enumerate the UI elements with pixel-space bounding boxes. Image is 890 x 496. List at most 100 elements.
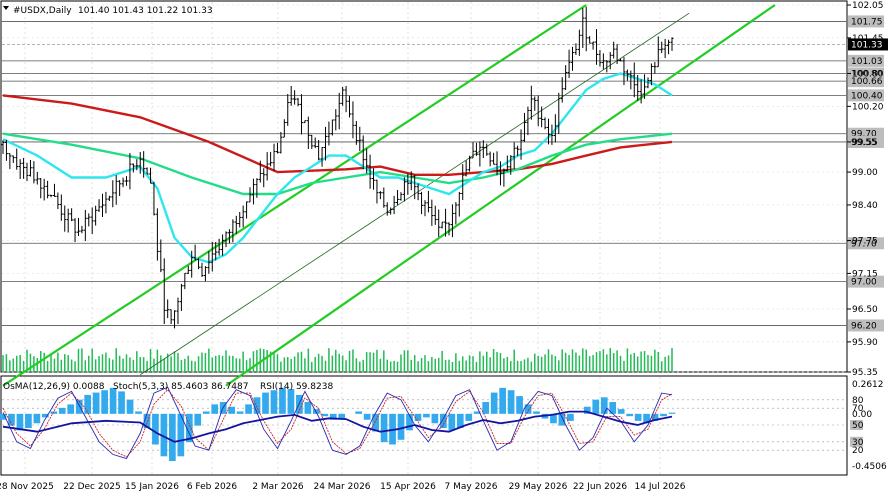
price-bar bbox=[217, 238, 221, 256]
price-bar bbox=[653, 61, 657, 74]
price-bar bbox=[303, 120, 307, 124]
price-bar bbox=[286, 93, 290, 126]
osma-bar bbox=[643, 413, 650, 424]
price-bar bbox=[461, 164, 465, 200]
osma-bar bbox=[524, 404, 532, 414]
dropdown-triangle-icon[interactable] bbox=[3, 6, 9, 10]
price-bar bbox=[76, 217, 80, 236]
osma-bar bbox=[160, 413, 168, 457]
price-bar bbox=[615, 44, 619, 65]
price-bar bbox=[509, 155, 513, 175]
osma-bar bbox=[397, 413, 405, 440]
level-label: 101.03 bbox=[851, 57, 883, 67]
price-bar bbox=[368, 154, 372, 189]
price-bar bbox=[176, 297, 180, 325]
price-bar bbox=[255, 178, 259, 198]
price-bar bbox=[320, 146, 324, 167]
price-bar bbox=[344, 85, 348, 113]
price-bar bbox=[663, 38, 667, 59]
x-tick-label: 6 Feb 2026 bbox=[187, 482, 238, 492]
osma-bar bbox=[50, 411, 58, 414]
price-bar bbox=[361, 135, 365, 170]
price-bar bbox=[114, 175, 118, 205]
price-bar bbox=[46, 180, 50, 199]
osc-level-label: 20 bbox=[852, 446, 864, 456]
osma-bar bbox=[583, 406, 591, 414]
price-bar bbox=[90, 207, 94, 235]
price-bar bbox=[348, 95, 352, 118]
price-bar bbox=[306, 116, 310, 150]
level-label: 99.70 bbox=[851, 130, 877, 140]
price-bar bbox=[32, 161, 36, 184]
osma-bar bbox=[423, 413, 430, 418]
osma-bar bbox=[296, 394, 303, 414]
price-bar bbox=[330, 119, 334, 136]
price-bar bbox=[337, 92, 341, 130]
price-bar bbox=[121, 177, 125, 188]
price-bar bbox=[505, 155, 509, 172]
price-bar bbox=[389, 207, 393, 215]
price-bar bbox=[629, 70, 633, 90]
osc-level-badge bbox=[850, 436, 863, 447]
level-badge bbox=[848, 89, 884, 102]
osma-bar bbox=[135, 411, 142, 414]
price-bar bbox=[413, 174, 417, 200]
price-bar bbox=[571, 46, 575, 71]
price-bar bbox=[382, 187, 386, 208]
osc-level-label: 70 bbox=[852, 404, 864, 414]
price-bar bbox=[533, 96, 537, 111]
price-bar bbox=[272, 143, 276, 171]
price-bar bbox=[639, 79, 643, 104]
price-bar bbox=[468, 155, 472, 172]
y-tick-label: 99.55 bbox=[852, 138, 878, 148]
price-bar bbox=[564, 65, 568, 91]
osc-level-label: 50 bbox=[852, 421, 864, 431]
price-bar bbox=[365, 148, 369, 174]
osma-bar bbox=[431, 413, 439, 424]
price-bar bbox=[1, 140, 5, 154]
oscillator-lines bbox=[2, 386, 673, 460]
price-bar bbox=[210, 241, 214, 272]
time-axis: 28 Nov 2025 22 Dec 2025 15 Jan 2026 6 Feb 2… bbox=[0, 482, 686, 492]
moving-averages bbox=[2, 72, 673, 264]
osma-bar bbox=[41, 413, 49, 418]
price-bar bbox=[354, 121, 358, 145]
osma-bar bbox=[329, 413, 337, 420]
price-bar bbox=[378, 191, 382, 200]
osma-label: OsMA(12,26,9) 0.0088 bbox=[3, 382, 105, 392]
level-label: 96.20 bbox=[851, 321, 877, 331]
x-tick-label: 7 May 2026 bbox=[445, 482, 498, 492]
price-bar bbox=[323, 126, 327, 161]
osma-bar bbox=[58, 407, 66, 414]
price-bar bbox=[145, 167, 149, 175]
price-bar bbox=[574, 43, 578, 55]
price-bar bbox=[94, 205, 98, 226]
osma-bar bbox=[262, 392, 269, 414]
price-bar bbox=[457, 191, 461, 217]
price-bar bbox=[125, 176, 129, 186]
price-bar bbox=[557, 92, 561, 134]
stoch-label: Stoch(5,3,3) 85.4603 86.7487 bbox=[113, 382, 248, 392]
price-bar bbox=[553, 114, 557, 143]
price-bar bbox=[203, 266, 207, 282]
osma-bar bbox=[592, 399, 600, 414]
price-bar bbox=[269, 151, 273, 167]
price-bar bbox=[149, 167, 153, 184]
level-badge bbox=[848, 135, 884, 148]
price-bar bbox=[152, 181, 156, 216]
price-bar bbox=[142, 151, 146, 178]
osc-level-badge bbox=[850, 420, 863, 430]
price-bar bbox=[118, 180, 122, 196]
osma-bar bbox=[321, 413, 329, 417]
level-badge bbox=[848, 75, 884, 88]
price-bar bbox=[327, 121, 331, 146]
price-bar bbox=[595, 29, 599, 65]
y-tick-label: 100.80 bbox=[852, 69, 884, 79]
level-label: 100.80 bbox=[851, 69, 883, 79]
price-bar bbox=[409, 171, 413, 191]
ema-long-line bbox=[2, 94, 673, 177]
osma-bar bbox=[304, 402, 312, 414]
price-bar bbox=[87, 213, 91, 227]
price-bar bbox=[656, 36, 660, 68]
